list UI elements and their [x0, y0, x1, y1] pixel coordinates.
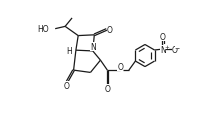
Text: O: O — [160, 33, 166, 42]
Text: −: − — [175, 45, 180, 50]
Text: O: O — [118, 63, 123, 72]
Text: H: H — [66, 47, 72, 56]
Text: O: O — [104, 84, 110, 93]
Text: N: N — [160, 45, 166, 54]
Text: O: O — [172, 45, 177, 54]
Text: +: + — [164, 45, 169, 50]
Text: O: O — [63, 82, 69, 91]
Text: N: N — [90, 43, 96, 52]
Text: O: O — [107, 26, 113, 35]
Text: HO: HO — [37, 25, 49, 34]
